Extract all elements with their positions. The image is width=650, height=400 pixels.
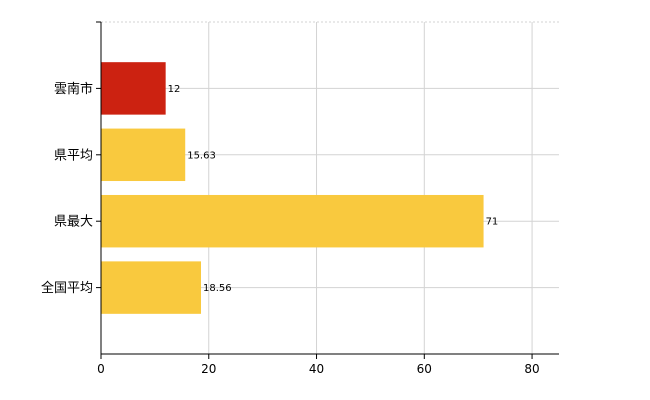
category-label: 県平均	[54, 148, 93, 163]
x-tick-label: 20	[201, 362, 216, 376]
labels: 0 20 40 60 80 雲南市 12 県平均 15.63 県最大 71 全国平均 18.56	[41, 81, 540, 376]
data-label: 15.63	[187, 150, 216, 161]
x-tick-label: 40	[309, 362, 324, 376]
category-label: 雲南市	[54, 81, 93, 97]
category-label: 全国平均	[41, 280, 93, 296]
bar	[101, 194, 484, 248]
data-label: 18.56	[203, 283, 232, 294]
bar	[101, 128, 186, 182]
bar	[101, 261, 202, 314]
bar	[101, 62, 166, 115]
x-tick-label: 0	[97, 362, 105, 376]
data-label: 12	[168, 84, 181, 95]
category-label: 県最大	[54, 215, 93, 230]
data-label: 71	[486, 217, 499, 228]
x-tick-label: 60	[417, 362, 432, 376]
axes	[96, 21, 559, 359]
bars	[101, 62, 484, 314]
x-tick-label: 80	[524, 362, 539, 376]
